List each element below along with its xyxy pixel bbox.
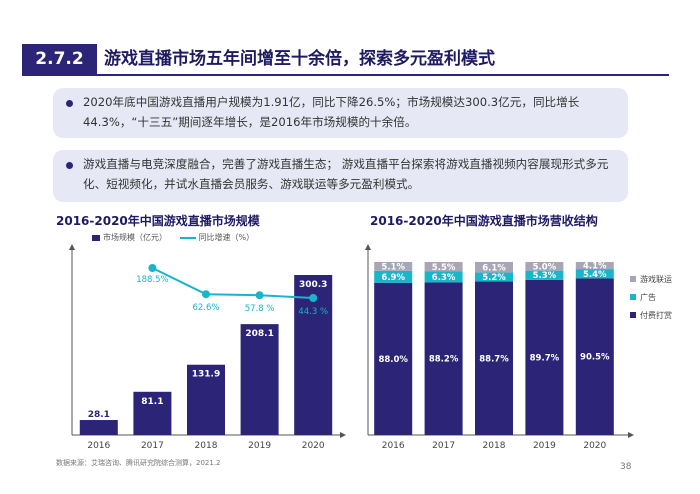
segment-label-2020-2: 4.1% (583, 262, 607, 272)
legend-swatch-1 (630, 294, 636, 300)
legend-swatch-2 (630, 276, 636, 282)
growth-point-2018 (202, 290, 210, 299)
segment-label-2019-2: 5.0% (533, 262, 557, 272)
bullet-box-1: 2020年底中国游戏直播用户规模为1.91亿，同比下降26.5%；市场规模达30… (53, 88, 628, 138)
segment-2019-2 (525, 262, 564, 271)
segment-2019-0 (525, 279, 564, 435)
growth-point-2019 (255, 291, 264, 300)
segment-2017-2 (424, 262, 463, 272)
segment-2020-0 (575, 278, 614, 435)
section-title: 游戏直播市场五年间增至十余倍，探索多元盈利模式 (104, 49, 495, 69)
segment-2019-1 (525, 270, 564, 280)
x-tick-2016: 2016 (382, 441, 405, 451)
bullet-dot (66, 100, 73, 107)
legend-label-line: 同比增速（%） (198, 233, 255, 242)
growth-label-2020: 44.3 % (298, 307, 328, 317)
bar-label-2016: 28.1 (88, 410, 110, 420)
x-axis-arrow (340, 432, 346, 438)
segment-label-2018-0: 88.7% (479, 354, 509, 364)
growth-label-2017: 188.5% (136, 275, 168, 285)
chart-left-title: 2016-2020年中国游戏直播市场规模 (56, 214, 260, 228)
legend-label-0: 付费打赏 (640, 310, 672, 320)
growth-label-2018: 62.6% (192, 303, 219, 313)
legend-label-2: 游戏联运 (640, 274, 672, 284)
y-axis-arrow (69, 244, 75, 250)
bar-2017 (133, 391, 172, 435)
segment-2018-2 (475, 262, 513, 273)
segment-label-2016-0: 88.0% (378, 355, 408, 365)
section-number: 2.7.2 (22, 44, 97, 74)
bar-2016 (79, 420, 118, 435)
growth-point-2017 (148, 264, 157, 272)
segment-2018-1 (475, 272, 513, 282)
segment-label-2020-1: 5.4% (583, 270, 607, 280)
x-tick-2019: 2019 (533, 441, 556, 451)
legend-label-bar: 市场规模（亿元） (103, 233, 167, 242)
segment-label-2018-2: 6.1% (482, 263, 506, 273)
segment-label-2017-0: 88.2% (429, 355, 459, 365)
legend-swatch-0 (630, 312, 636, 318)
bar-label-2020: 300.3 (299, 280, 327, 290)
x-tick-2017: 2017 (432, 441, 455, 451)
x-tick-2016: 2016 (87, 441, 110, 451)
bar-label-2019: 208.1 (245, 329, 273, 339)
header-rule (22, 74, 669, 76)
bullet-text-2: 游戏直播与电竞深度融合，完善了游戏直播生态； 游戏直播平台探索将游戏直播视频内容… (83, 157, 609, 191)
bar-label-2017: 81.1 (141, 397, 163, 407)
bar-2019 (240, 324, 279, 435)
legend-swatch-line (179, 236, 196, 239)
segment-2016-0 (374, 282, 413, 435)
x-tick-2020: 2020 (302, 441, 325, 451)
segment-2016-1 (374, 270, 413, 283)
segment-label-2016-2: 5.1% (381, 262, 405, 272)
segment-2020-1 (575, 269, 614, 279)
bar-label-2018: 131.9 (192, 370, 220, 380)
segment-2018-0 (475, 281, 513, 435)
source-note: 数据来源：艾瑞咨询、腾讯研究院综合测算，2021.2 (56, 459, 221, 467)
segment-2017-0 (424, 282, 463, 435)
bullet-dot (66, 162, 73, 169)
legend-label-1: 广告 (640, 292, 656, 302)
x-tick-2019: 2019 (248, 441, 271, 451)
page-number: 38 (620, 462, 632, 472)
segment-label-2018-1: 5.2% (482, 273, 506, 283)
x-tick-2017: 2017 (141, 441, 164, 451)
growth-line (151, 267, 314, 299)
chart-left-legend: 市场规模（亿元） 同比增速（%） (92, 232, 254, 243)
x-tick-2018: 2018 (195, 441, 218, 451)
x-axis-arrow (628, 432, 634, 438)
growth-label-2019: 57.8 % (245, 304, 275, 314)
segment-2016-2 (374, 262, 413, 271)
chart-right-title: 2016-2020年中国游戏直播市场营收结构 (370, 214, 598, 228)
bullet-box-2: 游戏直播与电竞深度融合，完善了游戏直播生态； 游戏直播平台探索将游戏直播视频内容… (53, 150, 628, 202)
segment-label-2019-0: 89.7% (530, 353, 560, 363)
segment-2017-1 (424, 271, 463, 283)
segment-label-2017-2: 5.5% (432, 263, 456, 273)
growth-point-2020 (309, 294, 318, 302)
segment-label-2016-1: 6.9% (381, 273, 405, 283)
segment-2020-2 (575, 262, 614, 270)
section-header: 2.7.2 游戏直播市场五年间增至十余倍，探索多元盈利模式 (22, 44, 669, 76)
segment-label-2017-1: 6.3% (432, 273, 456, 283)
x-tick-2018: 2018 (483, 441, 506, 451)
segment-label-2019-1: 5.3% (533, 271, 557, 281)
segment-label-2020-0: 90.5% (580, 353, 610, 363)
legend-swatch-bar (92, 234, 100, 241)
bullet-text-1: 2020年底中国游戏直播用户规模为1.91亿，同比下降26.5%；市场规模达30… (83, 95, 580, 129)
bar-2018 (187, 364, 225, 435)
y-axis-arrow (365, 244, 371, 250)
x-tick-2020: 2020 (583, 441, 606, 451)
